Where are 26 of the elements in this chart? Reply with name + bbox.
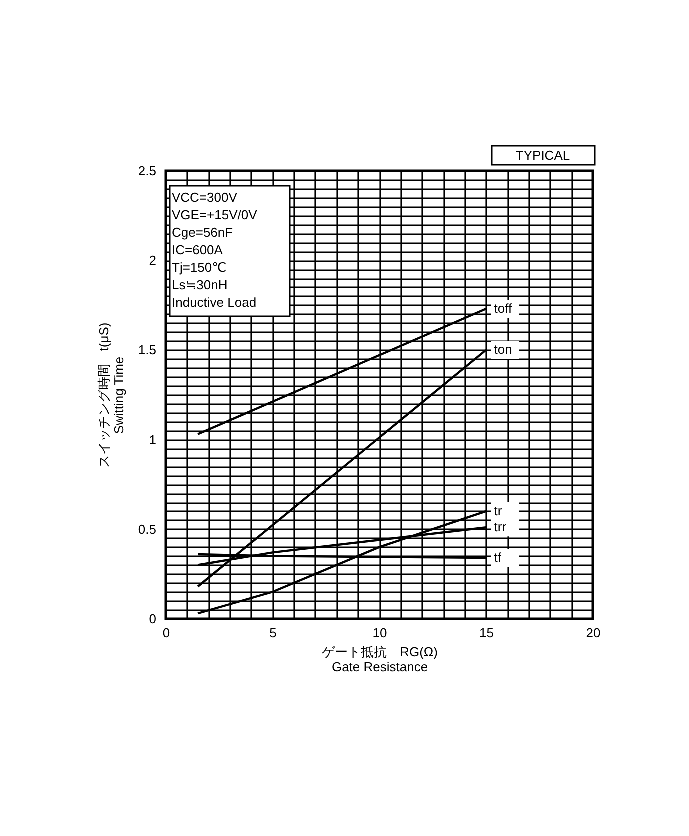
series-label: tr [494,503,503,518]
y-tick-label: 1.5 [138,342,156,358]
annotation: Inductive Load [172,295,257,310]
annotation: Ls≒30nH [172,278,228,292]
x-tick-label: 20 [586,626,601,640]
x-tick-label: 5 [270,626,277,640]
text: TYPICAL [516,148,570,163]
series-label: trr [494,520,508,535]
x-tick-label: 10 [372,626,388,640]
series-label: tf [494,550,502,566]
annotation: VGE=+15V/0V [172,208,258,222]
series-label: toff [494,300,512,316]
annotation: VCC=300V [172,190,238,205]
series-label: ton [494,342,512,358]
y-tick-label: 0.5 [138,522,156,537]
x-tick-label: 0 [162,626,170,640]
annotation: Tj=150℃ [172,260,227,275]
annotation: IC=600A [172,242,224,258]
y-tick-label: 2.5 [138,164,156,178]
y-axis-title: スイッチング時間 t(μS) Switting Time [96,322,126,468]
x-tick-label: 15 [480,626,494,640]
y-tick-label: 2 [149,253,156,268]
annotation: Cge=56nF [172,225,234,240]
x-axis-title: ゲート抵抗 RG(Ω) Gate Resistance [322,644,438,674]
y-tick-label: 1 [149,432,156,448]
y-tick-label: 0 [149,612,156,626]
